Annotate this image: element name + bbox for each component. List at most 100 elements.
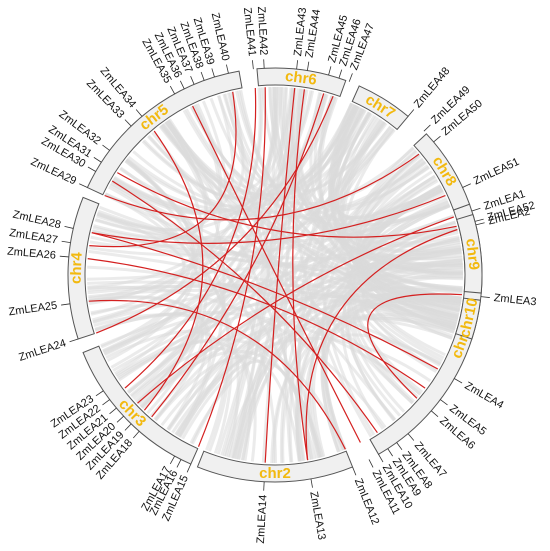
gene-tick	[433, 135, 441, 143]
chromosome-chr8	[413, 133, 471, 211]
gene-tick	[132, 430, 140, 439]
gene-tick	[61, 240, 71, 244]
gene-tick	[310, 478, 313, 488]
background-link	[102, 166, 195, 353]
gene-tick	[352, 466, 357, 476]
gene-label: ZmLEA51	[472, 156, 521, 188]
chromosome-label-chr6: chr6	[284, 68, 318, 89]
gene-tick	[93, 157, 102, 163]
duplication-link	[292, 89, 309, 461]
gene-tick	[407, 433, 415, 441]
gene-tick	[211, 68, 215, 78]
gene-tick	[59, 255, 69, 258]
background-link	[100, 104, 222, 349]
gene-tick	[169, 85, 175, 95]
background-link	[161, 123, 443, 222]
background-link	[272, 86, 451, 226]
gene-tick	[64, 226, 74, 229]
gene-label: ZmLEA42	[255, 6, 270, 55]
gene-tick	[87, 166, 96, 172]
duplication-link	[91, 194, 446, 244]
background-link	[104, 128, 396, 357]
gene-tick	[69, 338, 79, 343]
gene-tick	[102, 399, 110, 406]
gene-tick	[95, 390, 104, 397]
duplication-link	[88, 299, 346, 450]
chromosome-chr10	[455, 297, 482, 340]
background-link	[88, 87, 262, 300]
gene-tick	[252, 60, 254, 70]
gene-tick	[190, 76, 195, 85]
gene-tick	[423, 124, 431, 132]
background-link	[90, 303, 204, 421]
gene-tick	[407, 109, 415, 117]
duplication-link	[192, 105, 361, 443]
gene-tick	[102, 144, 110, 151]
background-link	[91, 229, 464, 281]
gene-label: ZmLEA3	[493, 292, 537, 308]
gene-tick	[79, 183, 88, 188]
background-link	[320, 236, 460, 453]
gene-tick	[124, 119, 132, 127]
gene-tick	[430, 410, 439, 418]
gene-label: ZmLEA25	[8, 300, 58, 319]
gene-tick	[124, 423, 132, 431]
gene-tick	[328, 66, 332, 76]
duplication-link	[367, 293, 463, 399]
chromosome-label-chr9: chr9	[462, 238, 482, 271]
gene-tick	[135, 109, 143, 117]
duplication-link	[264, 87, 296, 463]
background-link	[309, 204, 451, 458]
gene-tick	[440, 399, 448, 406]
gene-tick	[396, 442, 403, 450]
gene-tick	[61, 303, 71, 306]
background-link	[192, 104, 458, 322]
gene-tick	[109, 407, 117, 415]
gene-tick	[378, 454, 384, 463]
gene-tick	[475, 222, 485, 226]
background-link	[209, 96, 336, 188]
gene-tick	[306, 61, 310, 71]
gene-label: ZmLEA14	[255, 494, 270, 543]
gene-label: ZmLEA4	[463, 380, 506, 412]
gene-tick	[474, 218, 484, 222]
background-link	[222, 88, 303, 457]
gene-label: ZmLEA24	[17, 337, 67, 364]
chromosome-label-chr4: chr4	[68, 251, 86, 284]
duplication-link	[89, 91, 237, 248]
duplication-link	[305, 228, 458, 461]
gene-tick	[169, 455, 175, 465]
gene-tick	[348, 73, 353, 82]
chromosome-chr7	[351, 85, 409, 131]
gene-tick	[179, 80, 185, 90]
background-link	[112, 100, 227, 215]
duplication-link	[95, 95, 334, 334]
highlighted-segmental-duplication-links	[87, 87, 463, 463]
background-link	[94, 160, 427, 240]
background-link	[93, 313, 321, 459]
background-link	[307, 227, 458, 459]
gene-tick	[471, 207, 481, 212]
background-synteny-links	[86, 86, 464, 464]
gene-tick	[296, 60, 298, 70]
gene-tick	[226, 64, 229, 74]
gene-label: ZmLEA13	[307, 491, 327, 541]
chromosome-chr5	[86, 70, 243, 196]
gene-tick	[387, 448, 393, 457]
chromosome-chr2	[196, 450, 354, 483]
background-link	[92, 251, 462, 324]
background-link	[332, 107, 460, 317]
gene-tick	[462, 183, 471, 188]
gene-label: ZmLEA41	[241, 7, 258, 57]
chromosome-chr9	[456, 213, 483, 294]
background-link	[261, 88, 305, 463]
gene-tick	[186, 463, 192, 473]
chromosome-label-chr2: chr2	[259, 465, 291, 482]
background-link	[125, 159, 208, 415]
chromosome-chr3	[82, 345, 199, 465]
duplication-link	[143, 130, 204, 411]
background-link	[103, 92, 323, 356]
gene-tick	[200, 71, 205, 81]
chromosome-chr4	[67, 196, 100, 340]
